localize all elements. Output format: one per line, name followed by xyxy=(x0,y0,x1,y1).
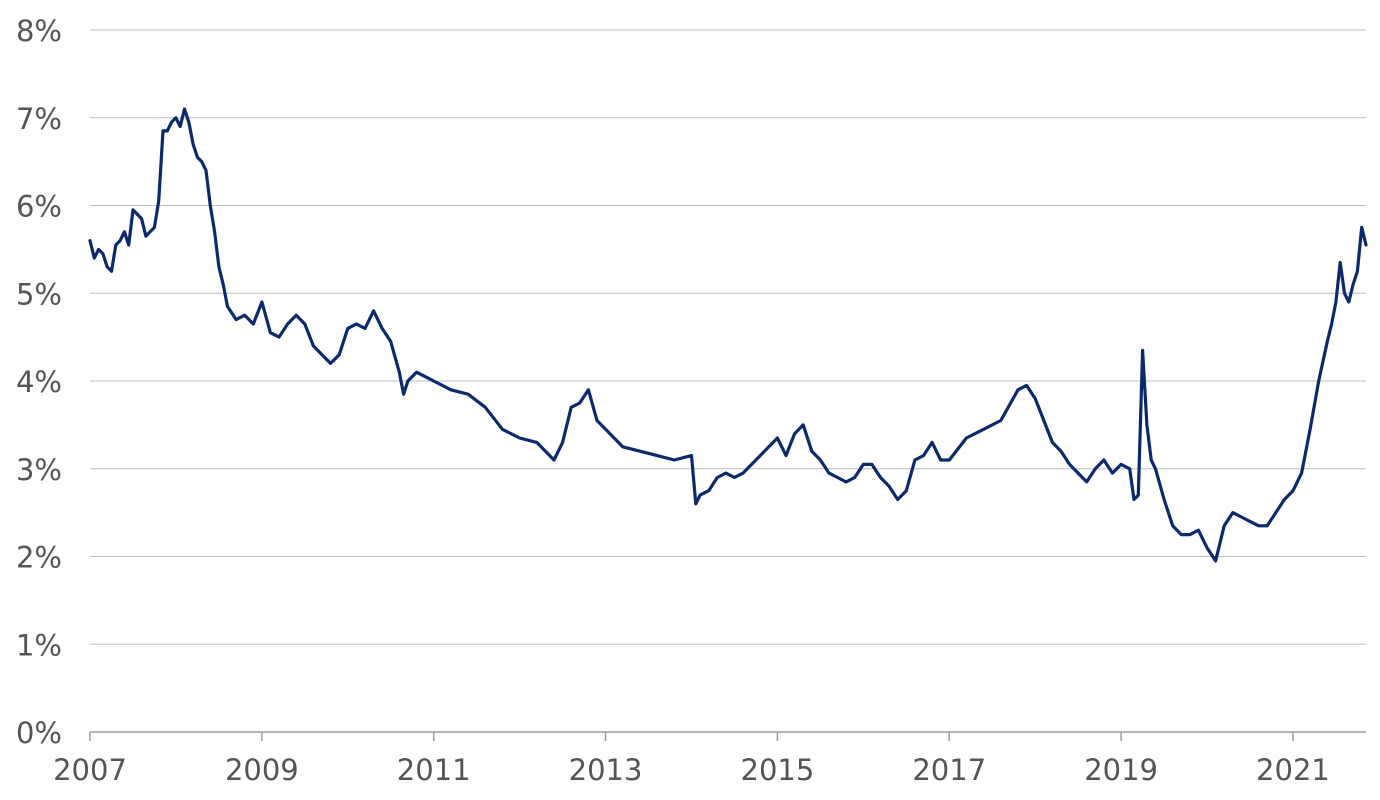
x-tick-label: 2007 xyxy=(53,753,127,787)
x-axis-ticks xyxy=(89,732,1294,741)
y-tick-label: 0% xyxy=(16,716,62,750)
x-tick-label: 2017 xyxy=(912,753,986,787)
y-tick-label: 1% xyxy=(16,628,62,662)
x-tick-label: 2015 xyxy=(741,753,815,787)
series-line-0 xyxy=(88,107,1368,563)
x-axis-tick-labels: 2007 2009 2011 2013 2015 2017 2019 2021 xyxy=(53,753,1330,787)
y-tick-label: 3% xyxy=(16,453,62,487)
y-tick-label: 8% xyxy=(16,14,62,48)
y-tick-label: 2% xyxy=(16,541,62,575)
series-group xyxy=(88,107,1368,563)
x-tick-label: 2011 xyxy=(397,753,471,787)
x-tick-label: 2013 xyxy=(569,753,643,787)
y-tick-label: 6% xyxy=(16,190,62,224)
y-tick-label: 4% xyxy=(16,365,62,399)
x-tick-label: 2009 xyxy=(225,753,299,787)
y-tick-label: 7% xyxy=(16,102,62,136)
x-tick-label: 2019 xyxy=(1084,753,1158,787)
y-tick-label: 5% xyxy=(16,277,62,311)
gridlines xyxy=(90,29,1366,645)
x-tick-label: 2021 xyxy=(1256,753,1330,787)
y-axis-tick-labels: 0% 1% 2% 3% 4% 5% 6% 7% 8% xyxy=(16,14,62,750)
